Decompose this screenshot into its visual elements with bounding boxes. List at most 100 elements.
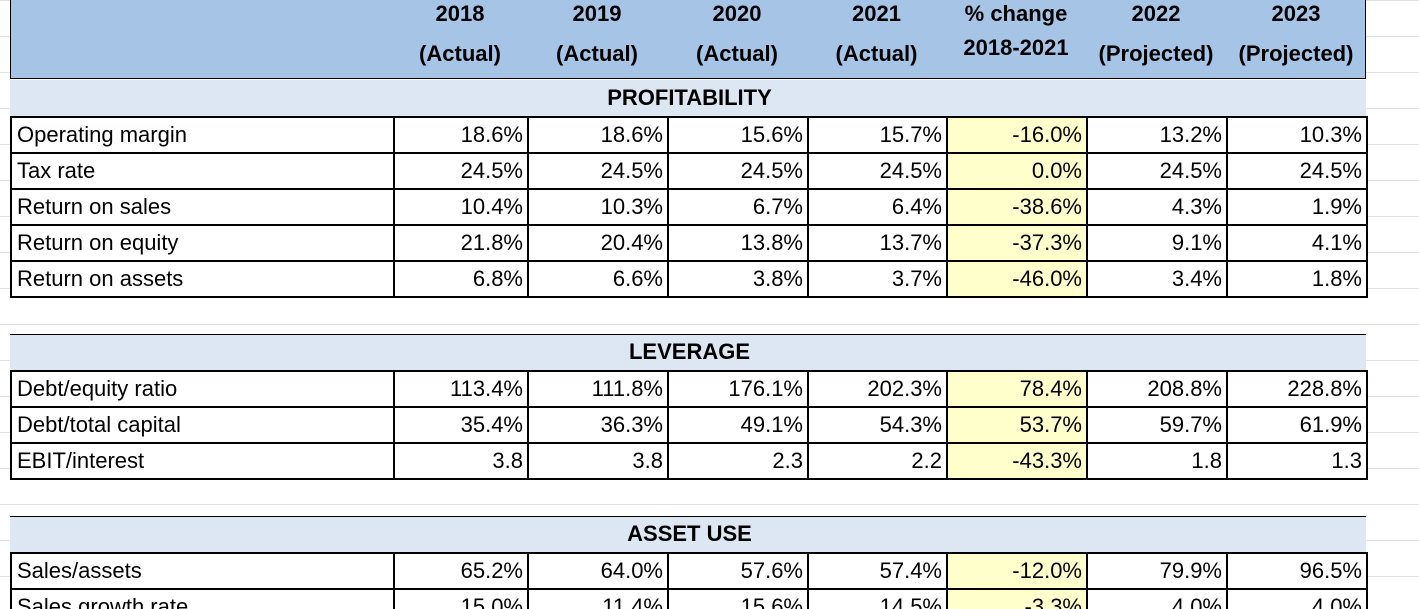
value-cell: -12.0% xyxy=(946,552,1088,590)
row-label: Debt/equity ratio xyxy=(10,370,395,408)
value-cell: 3.4% xyxy=(1086,260,1228,298)
value-cell: 1.9% xyxy=(1226,188,1368,226)
value-cell: 1.8 xyxy=(1086,442,1228,480)
value-cell: 208.8% xyxy=(1086,370,1228,408)
value-cell: 15.6% xyxy=(667,116,809,154)
header-label: 2023 xyxy=(1271,1,1321,26)
row-label: Return on sales xyxy=(10,188,395,226)
section-title: PROFITABILITY xyxy=(607,85,772,110)
row-label: Sales growth rate xyxy=(10,588,395,609)
value-cell: 96.5% xyxy=(1226,552,1368,590)
value-cell: -38.6% xyxy=(946,188,1088,226)
value-cell: -37.3% xyxy=(946,224,1088,262)
value-cell: 6.8% xyxy=(393,260,529,298)
value-cell: 13.7% xyxy=(807,224,948,262)
row-label: Return on assets xyxy=(10,260,395,298)
value-cell: 3.8 xyxy=(527,442,669,480)
value-cell: 54.3% xyxy=(807,406,948,444)
value-cell: 2.3 xyxy=(667,442,809,480)
header-band xyxy=(10,0,1366,79)
value-cell: -3.3% xyxy=(946,588,1088,609)
value-cell: 15.7% xyxy=(807,116,948,154)
value-cell: 13.2% xyxy=(1086,116,1228,154)
value-cell: 15.0% xyxy=(393,588,529,609)
value-cell: 24.5% xyxy=(807,152,948,190)
value-cell: 6.4% xyxy=(807,188,948,226)
value-cell: -46.0% xyxy=(946,260,1088,298)
value-cell: 18.6% xyxy=(527,116,669,154)
header-label: 2020 xyxy=(712,1,762,26)
section-title: LEVERAGE xyxy=(628,339,751,364)
value-cell: -43.3% xyxy=(946,442,1088,480)
section-band xyxy=(10,80,1366,116)
header-label: (Projected) xyxy=(1238,41,1354,66)
value-cell: 4.0% xyxy=(1226,588,1368,609)
value-cell: 18.6% xyxy=(393,116,529,154)
value-cell: 59.7% xyxy=(1086,406,1228,444)
value-cell: 24.5% xyxy=(393,152,529,190)
value-cell: 228.8% xyxy=(1226,370,1368,408)
row-label: Debt/total capital xyxy=(10,406,395,444)
value-cell: 21.8% xyxy=(393,224,529,262)
header-label: 2018-2021 xyxy=(963,35,1069,60)
value-cell: 35.4% xyxy=(393,406,529,444)
value-cell: 61.9% xyxy=(1226,406,1368,444)
value-cell: 36.3% xyxy=(527,406,669,444)
value-cell: 4.0% xyxy=(1086,588,1228,609)
value-cell: -16.0% xyxy=(946,116,1088,154)
header-label: (Actual) xyxy=(556,41,638,66)
section-band xyxy=(10,516,1366,552)
value-cell: 202.3% xyxy=(807,370,948,408)
value-cell: 2.2 xyxy=(807,442,948,480)
value-cell: 10.4% xyxy=(393,188,529,226)
value-cell: 113.4% xyxy=(393,370,529,408)
value-cell: 3.7% xyxy=(807,260,948,298)
value-cell: 3.8% xyxy=(667,260,809,298)
row-label: Tax rate xyxy=(10,152,395,190)
value-cell: 14.5% xyxy=(807,588,948,609)
value-cell: 79.9% xyxy=(1086,552,1228,590)
value-cell: 13.8% xyxy=(667,224,809,262)
value-cell: 24.5% xyxy=(667,152,809,190)
header-label: 2018 xyxy=(435,1,485,26)
value-cell: 0.0% xyxy=(946,152,1088,190)
value-cell: 1.8% xyxy=(1226,260,1368,298)
header-label: 2021 xyxy=(852,1,901,26)
value-cell: 57.4% xyxy=(807,552,948,590)
value-cell: 10.3% xyxy=(527,188,669,226)
header-label: 2019 xyxy=(572,1,622,26)
value-cell: 1.3 xyxy=(1226,442,1368,480)
header-label: (Projected) xyxy=(1098,41,1214,66)
value-cell: 24.5% xyxy=(1226,152,1368,190)
value-cell: 53.7% xyxy=(946,406,1088,444)
value-cell: 6.7% xyxy=(667,188,809,226)
value-cell: 49.1% xyxy=(667,406,809,444)
value-cell: 10.3% xyxy=(1226,116,1368,154)
row-label: EBIT/interest xyxy=(10,442,395,480)
value-cell: 15.6% xyxy=(667,588,809,609)
value-cell: 78.4% xyxy=(946,370,1088,408)
section-band xyxy=(10,334,1366,370)
row-label: Operating margin xyxy=(10,116,395,154)
header-label: (Actual) xyxy=(419,41,501,66)
row-label: Return on equity xyxy=(10,224,395,262)
value-cell: 64.0% xyxy=(527,552,669,590)
value-cell: 176.1% xyxy=(667,370,809,408)
row-label: Sales/assets xyxy=(10,552,395,590)
value-cell: 9.1% xyxy=(1086,224,1228,262)
value-cell: 65.2% xyxy=(393,552,529,590)
section-title: ASSET USE xyxy=(627,521,752,546)
header-label: (Actual) xyxy=(835,41,918,66)
value-cell: 11.4% xyxy=(527,588,669,609)
header-label: (Actual) xyxy=(696,41,778,66)
value-cell: 57.6% xyxy=(667,552,809,590)
value-cell: 24.5% xyxy=(527,152,669,190)
value-cell: 20.4% xyxy=(527,224,669,262)
value-cell: 111.8% xyxy=(527,370,669,408)
header-label: 2022 xyxy=(1131,1,1181,26)
value-cell: 6.6% xyxy=(527,260,669,298)
header-label: % change xyxy=(964,1,1068,26)
value-cell: 3.8 xyxy=(393,442,529,480)
value-cell: 24.5% xyxy=(1086,152,1228,190)
